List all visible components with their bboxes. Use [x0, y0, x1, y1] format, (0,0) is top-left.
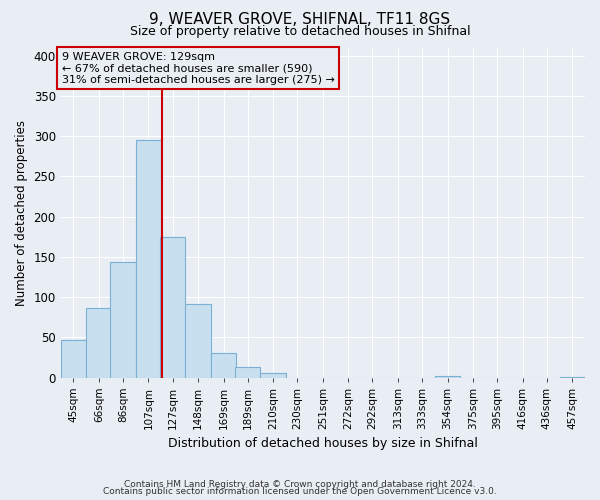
Bar [560, 376, 585, 378]
Bar [86, 308, 112, 378]
Text: 9, WEAVER GROVE, SHIFNAL, TF11 8GS: 9, WEAVER GROVE, SHIFNAL, TF11 8GS [149, 12, 451, 28]
Text: 9 WEAVER GROVE: 129sqm
← 67% of detached houses are smaller (590)
31% of semi-de: 9 WEAVER GROVE: 129sqm ← 67% of detached… [62, 52, 335, 84]
Text: Contains public sector information licensed under the Open Government Licence v3: Contains public sector information licen… [103, 488, 497, 496]
Y-axis label: Number of detached properties: Number of detached properties [15, 120, 28, 306]
X-axis label: Distribution of detached houses by size in Shifnal: Distribution of detached houses by size … [168, 437, 478, 450]
Bar [61, 340, 86, 378]
Bar [160, 236, 185, 378]
Bar [110, 262, 136, 378]
Text: Contains HM Land Registry data © Crown copyright and database right 2024.: Contains HM Land Registry data © Crown c… [124, 480, 476, 489]
Text: Size of property relative to detached houses in Shifnal: Size of property relative to detached ho… [130, 25, 470, 38]
Bar [185, 304, 211, 378]
Bar [136, 140, 161, 378]
Bar [435, 376, 460, 378]
Bar [260, 374, 286, 378]
Bar [235, 367, 260, 378]
Bar [211, 354, 236, 378]
